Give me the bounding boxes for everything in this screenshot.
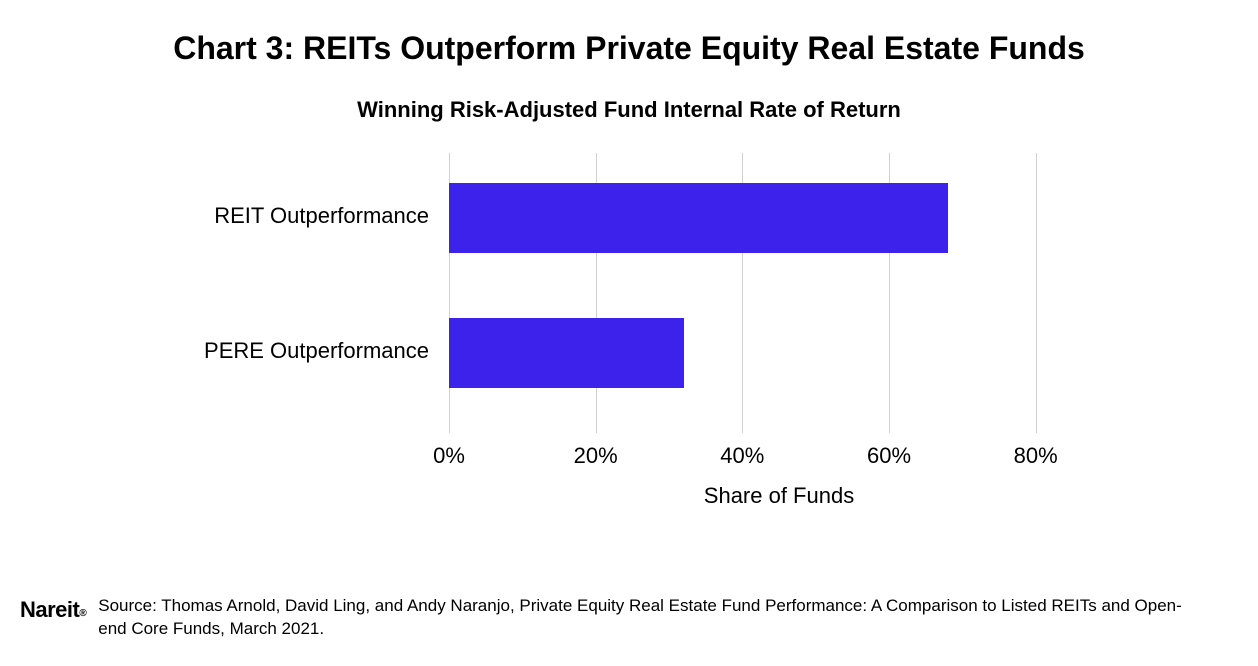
y-category-label-0: REIT Outperformance <box>129 203 429 229</box>
bar-0 <box>449 183 948 253</box>
x-tick-label-1: 20% <box>566 443 626 469</box>
footer: Nareit® Source: Thomas Arnold, David Lin… <box>20 595 1218 641</box>
x-tick-label-3: 60% <box>859 443 919 469</box>
bar-1 <box>449 318 684 388</box>
gridline-4 <box>1036 153 1037 433</box>
bar-row-0 <box>449 183 948 253</box>
logo-text: Nareit <box>20 597 79 622</box>
x-axis-title: Share of Funds <box>449 483 1109 509</box>
chart-sub-title: Winning Risk-Adjusted Fund Internal Rate… <box>40 97 1218 123</box>
chart-container: Chart 3: REITs Outperform Private Equity… <box>0 0 1258 666</box>
x-tick-label-0: 0% <box>419 443 479 469</box>
x-tick-label-2: 40% <box>712 443 772 469</box>
source-text: Source: Thomas Arnold, David Ling, and A… <box>98 595 1198 641</box>
x-tick-label-4: 80% <box>1006 443 1066 469</box>
logo-suffix: ® <box>79 608 86 619</box>
y-category-label-1: PERE Outperformance <box>129 338 429 364</box>
bar-row-1 <box>449 318 684 388</box>
logo: Nareit® <box>20 595 86 623</box>
chart-plot-wrap: REIT Outperformance PERE Outperformance … <box>149 153 1109 493</box>
chart-main-title: Chart 3: REITs Outperform Private Equity… <box>40 30 1218 67</box>
plot-area <box>449 153 1109 433</box>
